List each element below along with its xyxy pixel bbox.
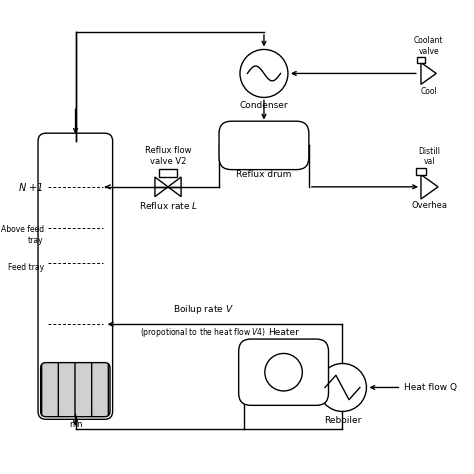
Text: Coolant
valve: Coolant valve [414, 36, 443, 55]
FancyBboxPatch shape [38, 133, 113, 419]
Text: Condenser: Condenser [240, 101, 288, 110]
Text: Reflux drum: Reflux drum [236, 171, 292, 180]
Text: mn: mn [69, 420, 82, 429]
FancyBboxPatch shape [239, 339, 328, 405]
Text: (propotional to the heat flow $V4$): (propotional to the heat flow $V4$) [140, 327, 266, 339]
Text: Distill
val: Distill val [419, 146, 440, 166]
Text: Boilup rate $V$: Boilup rate $V$ [173, 303, 233, 316]
Text: Cool: Cool [420, 87, 437, 96]
Bar [417, 57, 425, 63]
Text: Feed tray: Feed tray [8, 263, 44, 272]
Bar [416, 168, 426, 174]
Text: Heater: Heater [268, 328, 299, 337]
FancyBboxPatch shape [41, 363, 110, 417]
Text: Overhea: Overhea [411, 201, 447, 210]
Text: Heat flow Q: Heat flow Q [403, 383, 456, 392]
Text: Reboiler: Reboiler [324, 416, 361, 425]
Text: Above feed
tray: Above feed tray [0, 225, 44, 245]
FancyBboxPatch shape [219, 121, 309, 170]
Text: Reflux rate $L$: Reflux rate $L$ [138, 200, 198, 211]
Bar [159, 169, 177, 177]
Text: $N$ +1: $N$ +1 [18, 181, 44, 193]
Text: Reflux flow
valve V2: Reflux flow valve V2 [145, 146, 191, 166]
